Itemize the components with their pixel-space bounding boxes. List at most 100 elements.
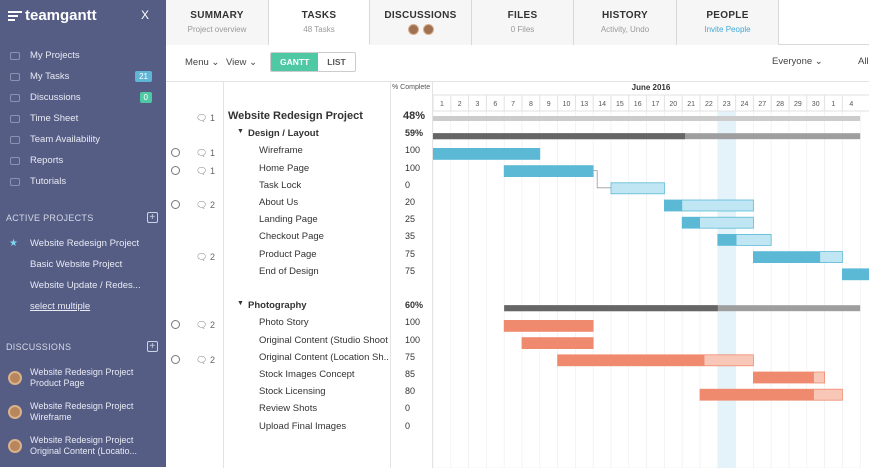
comment-count[interactable]: 🗨 2 <box>196 354 215 365</box>
sidebar-nav-item[interactable]: My Tasks 21 <box>0 66 166 87</box>
comment-number: 2 <box>209 251 215 262</box>
discussion-item[interactable]: Website Redesign Project Original Content… <box>0 429 166 463</box>
comment-count[interactable]: 🗨 1 <box>196 148 215 159</box>
task-name[interactable]: Photography <box>248 300 307 312</box>
tab-subtitle: 48 Tasks <box>303 25 335 34</box>
task-name[interactable]: Product Page <box>259 248 317 260</box>
sidebar-nav-item[interactable]: Reports <box>0 150 166 171</box>
task-name[interactable]: Wireframe <box>259 145 303 157</box>
day-label: 14 <box>598 101 606 108</box>
discussion-item[interactable]: Website Redesign Project Product Page <box>0 361 166 395</box>
task-row[interactable]: End of Design 75 <box>166 266 433 283</box>
task-name[interactable]: Photo Story <box>259 317 309 329</box>
task-name[interactable]: Home Page <box>259 162 310 174</box>
comment-count[interactable]: 🗨 2 <box>196 200 215 210</box>
comment-number: 1 <box>209 165 215 176</box>
sidebar-nav-item[interactable]: Team Availability <box>0 129 166 150</box>
select-multiple-link[interactable]: select multiple <box>0 296 166 317</box>
menu-dropdown[interactable]: Menu ⌄ <box>185 57 219 68</box>
sidebar-nav-item[interactable]: My Projects <box>0 45 166 66</box>
task-bar[interactable] <box>610 182 665 195</box>
collapse-triangle-icon[interactable]: ▼ <box>237 128 244 136</box>
comment-count[interactable]: 🗨 2 <box>196 320 215 331</box>
all-filter[interactable]: All <box>858 56 869 67</box>
clock-icon[interactable] <box>171 200 180 209</box>
collapse-triangle-icon[interactable]: ▼ <box>237 300 244 308</box>
gantt-view-button[interactable]: GANTT <box>271 53 319 71</box>
task-name[interactable]: Task Lock <box>259 179 302 191</box>
discussion-project: Website Redesign Project <box>30 367 134 377</box>
task-row[interactable]: Task Lock 0 <box>166 180 433 197</box>
tab-files[interactable]: FILES 0 Files <box>472 0 574 45</box>
task-row[interactable]: Landing Page 25 <box>166 214 433 231</box>
teamgantt-logo[interactable]: teamgantt <box>8 7 97 24</box>
sidebar-nav-label: Team Availability <box>30 134 101 145</box>
task-row[interactable]: Checkout Page 35 <box>166 231 433 248</box>
task-name[interactable]: Landing Page <box>259 214 318 226</box>
task-name[interactable]: End of Design <box>259 265 319 277</box>
active-project-item[interactable]: ★ Website Redesign Project <box>0 233 166 254</box>
tab-title: FILES <box>507 10 538 21</box>
task-name[interactable]: Original Content (Studio Shoot) <box>259 334 388 346</box>
count-badge: 0 <box>139 92 152 103</box>
comment-count[interactable]: 🗨 2 <box>196 251 215 262</box>
task-row[interactable]: 🗨 1 Wireframe 100 <box>166 145 433 162</box>
task-row[interactable]: Stock Images Concept 85 <box>166 369 433 386</box>
task-row[interactable]: Original Content (Studio Shoot) 100 <box>166 335 433 352</box>
task-row[interactable]: Review Shots 0 <box>166 403 433 420</box>
spacer-row[interactable] <box>166 283 433 300</box>
task-percent: 100 <box>405 145 421 156</box>
task-row[interactable]: 🗨 2 Original Content (Location Sh... 75 <box>166 352 433 369</box>
task-progress-fill <box>504 165 594 177</box>
task-row[interactable]: 🗨 2 Product Page 75 <box>166 249 433 266</box>
sidebar-nav-item[interactable]: Discussions 0 <box>0 87 166 108</box>
clock-icon[interactable] <box>171 148 180 158</box>
task-progress-fill <box>842 268 869 280</box>
active-project-item[interactable]: Basic Website Project <box>0 254 166 275</box>
tab-people[interactable]: PEOPLE Invite People <box>677 0 779 45</box>
task-row[interactable]: Stock Licensing 80 <box>166 386 433 403</box>
add-discussion-button[interactable]: + <box>147 341 158 352</box>
project-summary-bar[interactable] <box>433 116 861 121</box>
everyone-filter-dropdown[interactable]: Everyone ⌄ <box>772 56 823 67</box>
task-name[interactable]: Stock Images Concept <box>259 369 355 380</box>
task-name[interactable]: Website Redesign Project <box>228 110 363 122</box>
day-column <box>806 110 825 468</box>
active-project-item[interactable]: Website Update / Redes... <box>0 275 166 296</box>
task-name[interactable]: About Us <box>259 197 299 208</box>
tab-history[interactable]: HISTORY Activity, Undo <box>574 0 677 45</box>
tab-tasks[interactable]: TASKS 48 Tasks <box>269 0 370 45</box>
sidebar-nav-item[interactable]: Tutorials <box>0 171 166 192</box>
task-row[interactable]: 🗨 2 Photo Story 100 <box>166 317 433 334</box>
task-name[interactable]: Upload Final Images <box>259 420 347 432</box>
sidebar-nav-item[interactable]: Time Sheet <box>0 108 166 129</box>
task-name[interactable]: Design / Layout <box>248 128 319 140</box>
task-row[interactable]: 🗨 2 About Us 20 <box>166 197 433 214</box>
task-percent: 0 <box>405 420 411 431</box>
task-percent: 100 <box>405 334 421 345</box>
tab-summary[interactable]: SUMMARY Project overview <box>166 0 269 45</box>
month-label: June 2016 <box>631 83 671 92</box>
clock-icon[interactable] <box>171 165 180 175</box>
task-row[interactable]: 🗨 1 Home Page 100 <box>166 163 433 180</box>
invite-people-link[interactable]: Invite People <box>704 25 751 34</box>
task-row[interactable]: ▼ Design / Layout 59% <box>166 128 433 145</box>
discussion-item[interactable]: Website Redesign Project Wireframe <box>0 395 166 429</box>
comment-count[interactable]: 🗨 1 <box>196 165 215 176</box>
tab-discussions[interactable]: DISCUSSIONS <box>370 0 472 45</box>
task-row[interactable]: ▼ Photography 60% <box>166 300 433 317</box>
task-name[interactable]: Review Shots <box>259 403 318 415</box>
clock-icon[interactable] <box>171 354 180 364</box>
task-name[interactable]: Checkout Page <box>259 231 324 243</box>
add-project-button[interactable]: + <box>147 212 158 223</box>
task-row[interactable]: 🗨 1 Website Redesign Project 48% <box>166 110 433 127</box>
clock-icon[interactable] <box>171 320 180 330</box>
comment-count[interactable]: 🗨 1 <box>196 113 215 123</box>
close-sidebar-button[interactable]: X <box>141 8 150 22</box>
task-name[interactable]: Stock Licensing <box>259 386 326 398</box>
task-name[interactable]: Original Content (Location Sh... <box>259 351 388 363</box>
day-label: 1 <box>832 101 836 108</box>
view-dropdown[interactable]: View ⌄ <box>226 57 257 68</box>
task-row[interactable]: Upload Final Images 0 <box>166 421 433 438</box>
list-view-button[interactable]: LIST <box>327 57 346 67</box>
